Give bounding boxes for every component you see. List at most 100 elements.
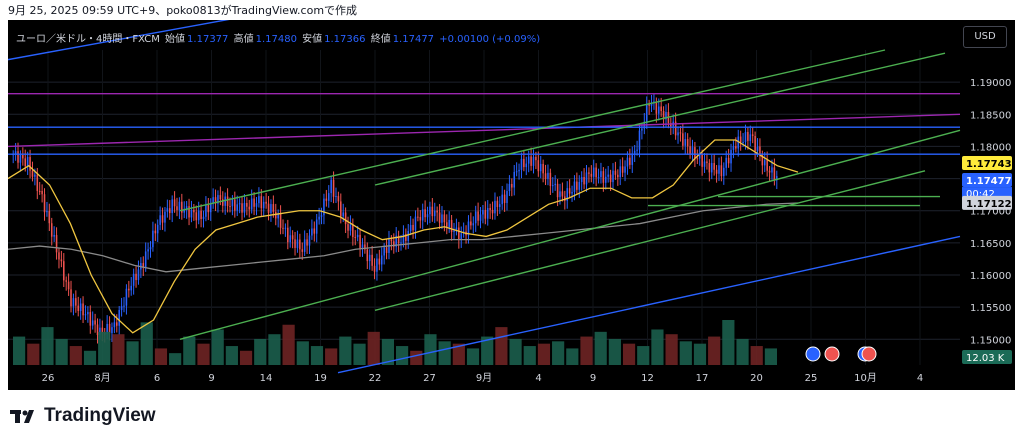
candle-body <box>397 235 400 244</box>
candle-body <box>193 209 195 213</box>
candle-body <box>448 219 450 228</box>
candle-body <box>236 204 239 211</box>
candle-body <box>320 215 323 217</box>
candle-body <box>188 206 190 218</box>
candle-body <box>650 103 653 106</box>
candle-body <box>744 131 747 142</box>
candle-body <box>130 285 133 291</box>
candle-body <box>535 156 537 161</box>
trendline-blue-bottom <box>337 235 961 374</box>
candle-body <box>149 247 152 250</box>
candle-body <box>727 157 730 164</box>
candle-body <box>708 163 711 173</box>
candle-body <box>291 235 294 240</box>
candle-body <box>99 327 101 335</box>
candle-body <box>412 224 414 231</box>
x-tick-label: 20 <box>750 373 763 384</box>
chart-frame[interactable]: 1.190001.185001.180001.175001.170001.165… <box>8 20 1015 390</box>
candle-body <box>626 157 629 167</box>
x-tick-label: 4 <box>917 373 923 384</box>
candle-body <box>537 160 540 172</box>
candle-body <box>718 165 720 174</box>
candle-body <box>660 106 662 112</box>
candle-body <box>747 131 749 141</box>
event-marker-icon <box>824 346 840 362</box>
candle-body <box>532 156 535 166</box>
trendline-blue-top <box>8 20 230 61</box>
candle-body <box>450 219 453 232</box>
candle-body <box>161 215 164 223</box>
candle-body <box>168 208 171 214</box>
candle-body <box>123 305 125 307</box>
candle-body <box>277 213 279 219</box>
candle-body <box>542 163 544 174</box>
candle-body <box>108 323 111 334</box>
candle-body <box>171 199 173 214</box>
channel-green-lower-2 <box>374 170 926 312</box>
candle-body <box>67 281 70 290</box>
candle-body <box>513 171 516 188</box>
candle-body <box>759 146 761 155</box>
candle-body <box>609 174 612 183</box>
volume-bar <box>424 334 437 365</box>
candle-body <box>431 206 434 217</box>
candle-body <box>698 154 701 159</box>
candle-body <box>506 191 508 204</box>
candle-body <box>756 146 759 151</box>
volume-bar <box>98 331 111 365</box>
candle-body <box>238 203 241 205</box>
candle-body <box>147 249 149 252</box>
candle-body <box>166 208 169 212</box>
price-tag-level-1-bg <box>962 155 1012 170</box>
candle-body <box>421 209 424 221</box>
candle-body <box>561 191 564 197</box>
x-tick-label: 19 <box>314 373 327 384</box>
candle-body <box>723 167 725 177</box>
candle-body <box>470 221 472 226</box>
candle-body <box>154 230 157 234</box>
currency-button[interactable]: USD <box>963 26 1007 48</box>
candle-body <box>43 194 46 213</box>
tradingview-logo[interactable]: TradingView <box>10 404 156 428</box>
price-tag-level-2: 1.17122 <box>966 199 1012 210</box>
candle-body <box>282 227 284 229</box>
candle-body <box>55 235 58 253</box>
candle-body <box>706 161 708 164</box>
candle-body <box>566 188 569 201</box>
candle-body <box>768 170 771 173</box>
candle-body <box>393 241 395 247</box>
candle-body <box>617 174 619 178</box>
candle-body <box>14 151 17 155</box>
candle-body <box>730 149 732 164</box>
candle-body <box>72 298 75 307</box>
volume-tag: 12.03 K <box>966 353 1005 364</box>
candle-body <box>453 230 455 232</box>
candle-body <box>460 233 463 240</box>
trendline-purple <box>8 113 961 148</box>
candle-body <box>607 174 609 177</box>
candle-body <box>84 314 87 316</box>
volume-bar <box>169 353 182 365</box>
x-tick-label: 9 <box>208 373 214 384</box>
close-label: 終値 <box>370 34 391 45</box>
chart-canvas[interactable]: 1.190001.185001.180001.175001.170001.165… <box>8 20 1015 390</box>
candle-body <box>335 196 337 198</box>
x-tick-label: 9 <box>590 373 596 384</box>
x-tick-label: 10月 <box>854 372 877 384</box>
candle-body <box>125 288 128 306</box>
candle-body <box>183 210 186 213</box>
event-marker-icon <box>861 346 877 362</box>
candle-body <box>327 193 330 201</box>
candle-body <box>489 208 491 210</box>
x-tick-label: 9月 <box>476 372 492 384</box>
volume-bar <box>580 336 593 365</box>
x-tick-label: 14 <box>260 373 273 384</box>
volume-bar <box>310 346 324 365</box>
candle-body <box>641 128 643 131</box>
candle-body <box>419 217 422 221</box>
candle-body <box>679 132 682 134</box>
candle-body <box>75 298 77 306</box>
candle-body <box>70 289 72 307</box>
volume-tag-bg <box>962 350 1012 364</box>
candle-body <box>96 324 99 335</box>
